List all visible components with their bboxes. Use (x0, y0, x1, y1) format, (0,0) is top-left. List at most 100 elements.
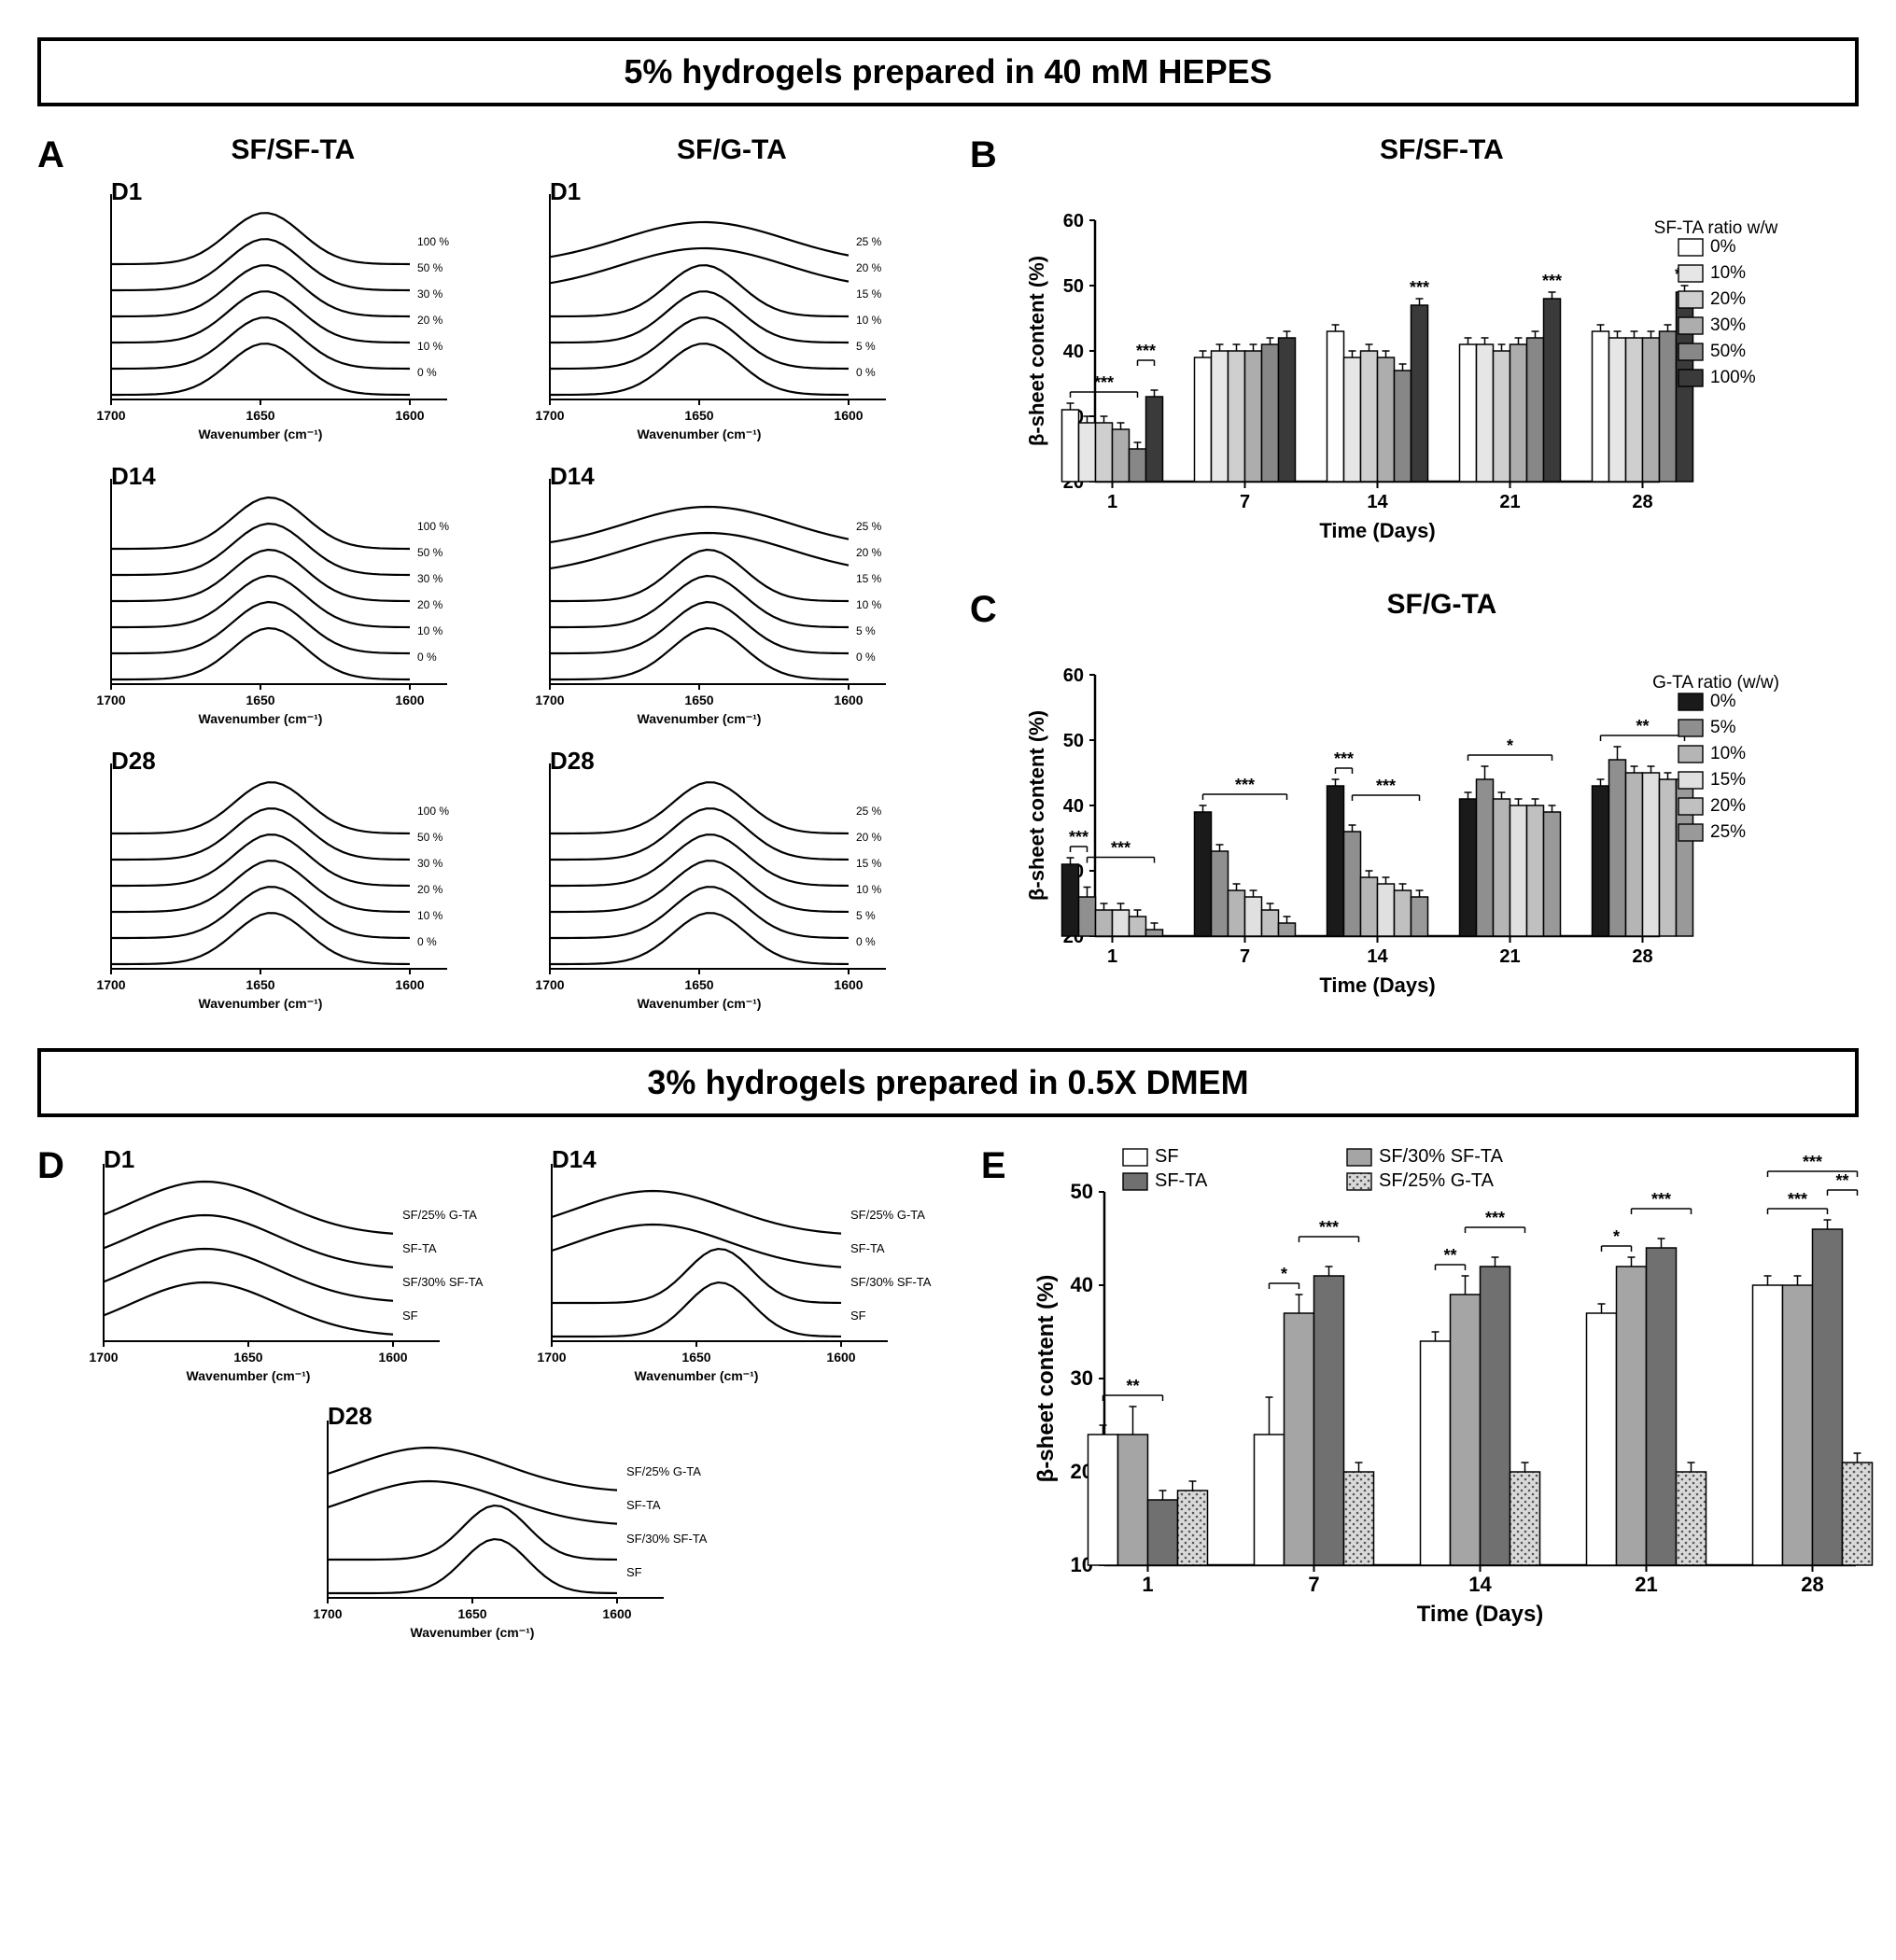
svg-text:15%: 15% (1710, 770, 1746, 790)
svg-text:25 %: 25 % (856, 805, 882, 818)
svg-text:1: 1 (1107, 946, 1117, 967)
svg-text:30 %: 30 % (417, 857, 443, 870)
svg-text:SF: SF (626, 1565, 642, 1579)
panel-b-letter: B (970, 134, 997, 552)
section1-title: 5% hydrogels prepared in 40 mM HEPES (37, 37, 1859, 106)
svg-text:1700: 1700 (537, 1350, 566, 1365)
svg-text:**: ** (1835, 1171, 1848, 1190)
panel-c-letter: C (970, 589, 997, 1006)
panel-e-row: E 1020304050β-sheet content (%) 17142128… (981, 1145, 1875, 1649)
svg-text:SF-TA: SF-TA (1155, 1170, 1208, 1191)
svg-text:SF: SF (1155, 1146, 1179, 1167)
svg-text:***: *** (1069, 828, 1088, 847)
panel-a-container: A SF/SF-TA D1 0 %10 %20 %30 %50 %100 %17… (37, 134, 942, 1029)
svg-text:1700: 1700 (96, 693, 125, 707)
svg-text:21: 21 (1499, 492, 1520, 512)
svg-text:14: 14 (1367, 946, 1388, 967)
svg-text:25 %: 25 % (856, 520, 882, 533)
svg-text:10 %: 10 % (856, 598, 882, 611)
svg-text:1700: 1700 (535, 977, 564, 992)
spectrum-a-left-d28: D28 0 %10 %20 %30 %50 %100 %170016501600… (83, 745, 485, 1015)
spectrum-d-d14: D14SFSF/30% SF-TASF-TASF/25% G-TA1700165… (524, 1145, 953, 1393)
panel-c-row: C SF/G-TA 2030405060β-sheet content (%) … (970, 589, 1859, 1006)
svg-text:Wavenumber (cm⁻¹): Wavenumber (cm⁻¹) (198, 996, 322, 1011)
svg-text:1650: 1650 (246, 693, 274, 707)
svg-text:10%: 10% (1710, 744, 1746, 763)
panel-a-letter: A (37, 134, 64, 1029)
svg-text:10 %: 10 % (856, 314, 882, 327)
svg-text:0 %: 0 % (856, 651, 876, 664)
svg-text:0%: 0% (1710, 692, 1736, 711)
svg-text:1700: 1700 (96, 977, 125, 992)
svg-text:1: 1 (1142, 1573, 1153, 1596)
svg-text:1600: 1600 (834, 977, 863, 992)
svg-text:SF/25% G-TA: SF/25% G-TA (850, 1208, 925, 1222)
svg-text:20 %: 20 % (417, 314, 443, 327)
spectrum-d-d1: D1SFSF/30% SF-TASF-TASF/25% G-TA17001650… (76, 1145, 505, 1393)
svg-text:***: *** (1235, 776, 1255, 794)
svg-text:Wavenumber (cm⁻¹): Wavenumber (cm⁻¹) (634, 1368, 758, 1383)
svg-text:10%: 10% (1710, 263, 1746, 283)
spectra-col-right: SF/G-TA D1 0 %5 %10 %15 %20 %25 %1700165… (522, 134, 942, 1029)
svg-text:0 %: 0 % (417, 366, 437, 379)
svg-text:1600: 1600 (834, 693, 863, 707)
svg-text:Time (Days): Time (Days) (1319, 973, 1435, 997)
svg-text:60: 60 (1063, 211, 1084, 231)
svg-text:50 %: 50 % (417, 261, 443, 274)
svg-text:1650: 1650 (457, 1606, 486, 1621)
svg-text:1600: 1600 (602, 1606, 631, 1621)
svg-text:*: * (1613, 1227, 1620, 1246)
svg-text:100 %: 100 % (417, 805, 449, 818)
svg-text:Wavenumber (cm⁻¹): Wavenumber (cm⁻¹) (637, 711, 761, 726)
svg-text:100%: 100% (1710, 368, 1756, 387)
svg-text:21: 21 (1635, 1573, 1657, 1596)
svg-text:0 %: 0 % (417, 935, 437, 948)
panel-d-container: D D1SFSF/30% SF-TASF-TASF/25% G-TA170016… (37, 1145, 953, 1649)
svg-text:***: *** (1542, 272, 1562, 290)
svg-text:SF: SF (850, 1309, 866, 1323)
panel-b-row: B SF/SF-TA 2030405060β-sheet content (%)… (970, 134, 1859, 552)
svg-text:β-sheet content (%): β-sheet content (%) (1034, 1275, 1059, 1483)
svg-text:1700: 1700 (535, 408, 564, 423)
svg-text:Time (Days): Time (Days) (1416, 1602, 1543, 1627)
svg-text:60: 60 (1063, 665, 1084, 686)
svg-text:*: * (1281, 1265, 1287, 1283)
svg-text:D28: D28 (111, 747, 156, 775)
svg-text:SF-TA: SF-TA (402, 1241, 437, 1255)
svg-text:Wavenumber (cm⁻¹): Wavenumber (cm⁻¹) (198, 427, 322, 441)
svg-text:1650: 1650 (246, 977, 274, 992)
svg-text:SF: SF (402, 1309, 418, 1323)
svg-text:1600: 1600 (826, 1350, 855, 1365)
spectrum-a-right-d28: D28 0 %5 %10 %15 %20 %25 %170016501600Wa… (522, 745, 923, 1015)
svg-text:100 %: 100 % (417, 520, 449, 533)
svg-text:0 %: 0 % (856, 366, 876, 379)
svg-text:D28: D28 (550, 747, 595, 775)
svg-text:0 %: 0 % (417, 651, 437, 664)
svg-text:**: ** (1126, 1377, 1139, 1395)
svg-text:SF/30% SF-TA: SF/30% SF-TA (626, 1532, 708, 1546)
svg-text:***: *** (1136, 342, 1156, 360)
svg-text:30 %: 30 % (417, 572, 443, 585)
chart-b-title: SF/SF-TA (1025, 134, 1859, 166)
svg-text:30: 30 (1070, 1366, 1092, 1390)
svg-text:Wavenumber (cm⁻¹): Wavenumber (cm⁻¹) (410, 1625, 534, 1640)
svg-text:Wavenumber (cm⁻¹): Wavenumber (cm⁻¹) (637, 996, 761, 1011)
svg-text:15 %: 15 % (856, 287, 882, 301)
panel-e-letter: E (981, 1145, 1006, 1649)
svg-text:40: 40 (1063, 796, 1084, 817)
svg-text:20%: 20% (1710, 289, 1746, 309)
svg-text:Time (Days): Time (Days) (1319, 519, 1435, 542)
svg-text:SF/30% SF-TA: SF/30% SF-TA (850, 1275, 932, 1289)
svg-text:0 %: 0 % (856, 935, 876, 948)
svg-text:14: 14 (1367, 492, 1388, 512)
chart-b: 2030405060β-sheet content (%) 17142128Ti… (1025, 174, 1859, 552)
svg-text:20%: 20% (1710, 796, 1746, 816)
svg-text:D1: D1 (550, 177, 581, 205)
svg-text:0%: 0% (1710, 237, 1736, 257)
svg-text:28: 28 (1632, 946, 1652, 967)
svg-text:100 %: 100 % (417, 235, 449, 248)
svg-text:***: *** (1376, 777, 1396, 795)
svg-text:7: 7 (1308, 1573, 1319, 1596)
svg-text:5 %: 5 % (856, 624, 876, 637)
svg-text:D14: D14 (552, 1145, 597, 1173)
